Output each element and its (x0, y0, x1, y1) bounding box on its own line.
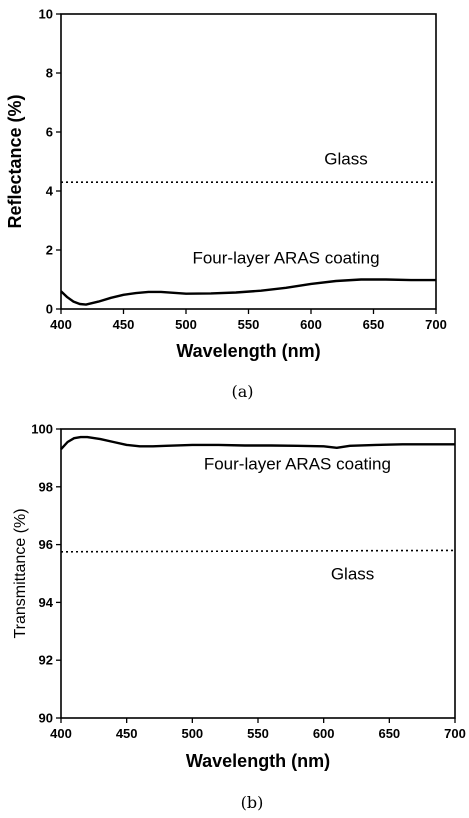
series-annotation: Four-layer ARAS coating (204, 454, 391, 473)
y-tick-label: 100 (31, 422, 53, 437)
y-tick-label: 10 (39, 7, 53, 22)
y-tick-label: 0 (46, 302, 53, 317)
x-tick-label: 650 (378, 726, 400, 741)
y-tick-label: 8 (46, 66, 53, 81)
series-line-four-layer-aras-coating (60, 435, 455, 451)
x-tick-label: 700 (425, 317, 447, 332)
reflectance-chart: 400 450 500 550 600 650 700 0 2 4 6 8 10 Wavelength (… (5, 7, 447, 402)
panel-label: (b) (241, 793, 264, 812)
series-annotation: Glass (324, 149, 367, 168)
x-tick-label: 600 (300, 317, 322, 332)
y-tick-label: 94 (39, 595, 54, 610)
transmittance-chart: 400 450 500 550 600 650 700 90 92 94 96 98 100 Wavele… (12, 422, 466, 813)
panel-label: (a) (231, 382, 253, 401)
series-line-four-layer-aras-coating (60, 278, 436, 306)
x-tick-label: 400 (50, 726, 72, 741)
x-tick-label: 450 (113, 317, 135, 332)
series-annotation: Glass (331, 564, 374, 583)
y-axis-label: Transmittance (%) (12, 508, 29, 638)
y-tick-label: 2 (46, 243, 53, 258)
x-axis-label: Wavelength (nm) (186, 751, 330, 771)
x-axis-label: Wavelength (nm) (176, 341, 320, 361)
y-axis-label: Reflectance (%) (5, 94, 25, 228)
series-line-glass (60, 549, 456, 553)
x-tick-label: 700 (444, 726, 466, 741)
x-tick-label: 600 (313, 726, 335, 741)
series-annotation: Four-layer ARAS coating (192, 248, 379, 267)
x-tick-label: 400 (50, 317, 72, 332)
y-tick-label: 98 (39, 479, 53, 494)
x-tick-label: 500 (181, 726, 203, 741)
y-tick-label: 96 (39, 537, 53, 552)
x-tick-label: 650 (363, 317, 385, 332)
y-tick-label: 92 (39, 653, 53, 668)
x-tick-label: 500 (175, 317, 197, 332)
x-tick-label: 450 (116, 726, 138, 741)
y-tick-label: 90 (39, 711, 53, 726)
x-tick-label: 550 (238, 317, 260, 332)
y-tick-label: 6 (46, 125, 53, 140)
y-tick-label: 4 (46, 184, 54, 199)
x-tick-label: 550 (247, 726, 269, 741)
